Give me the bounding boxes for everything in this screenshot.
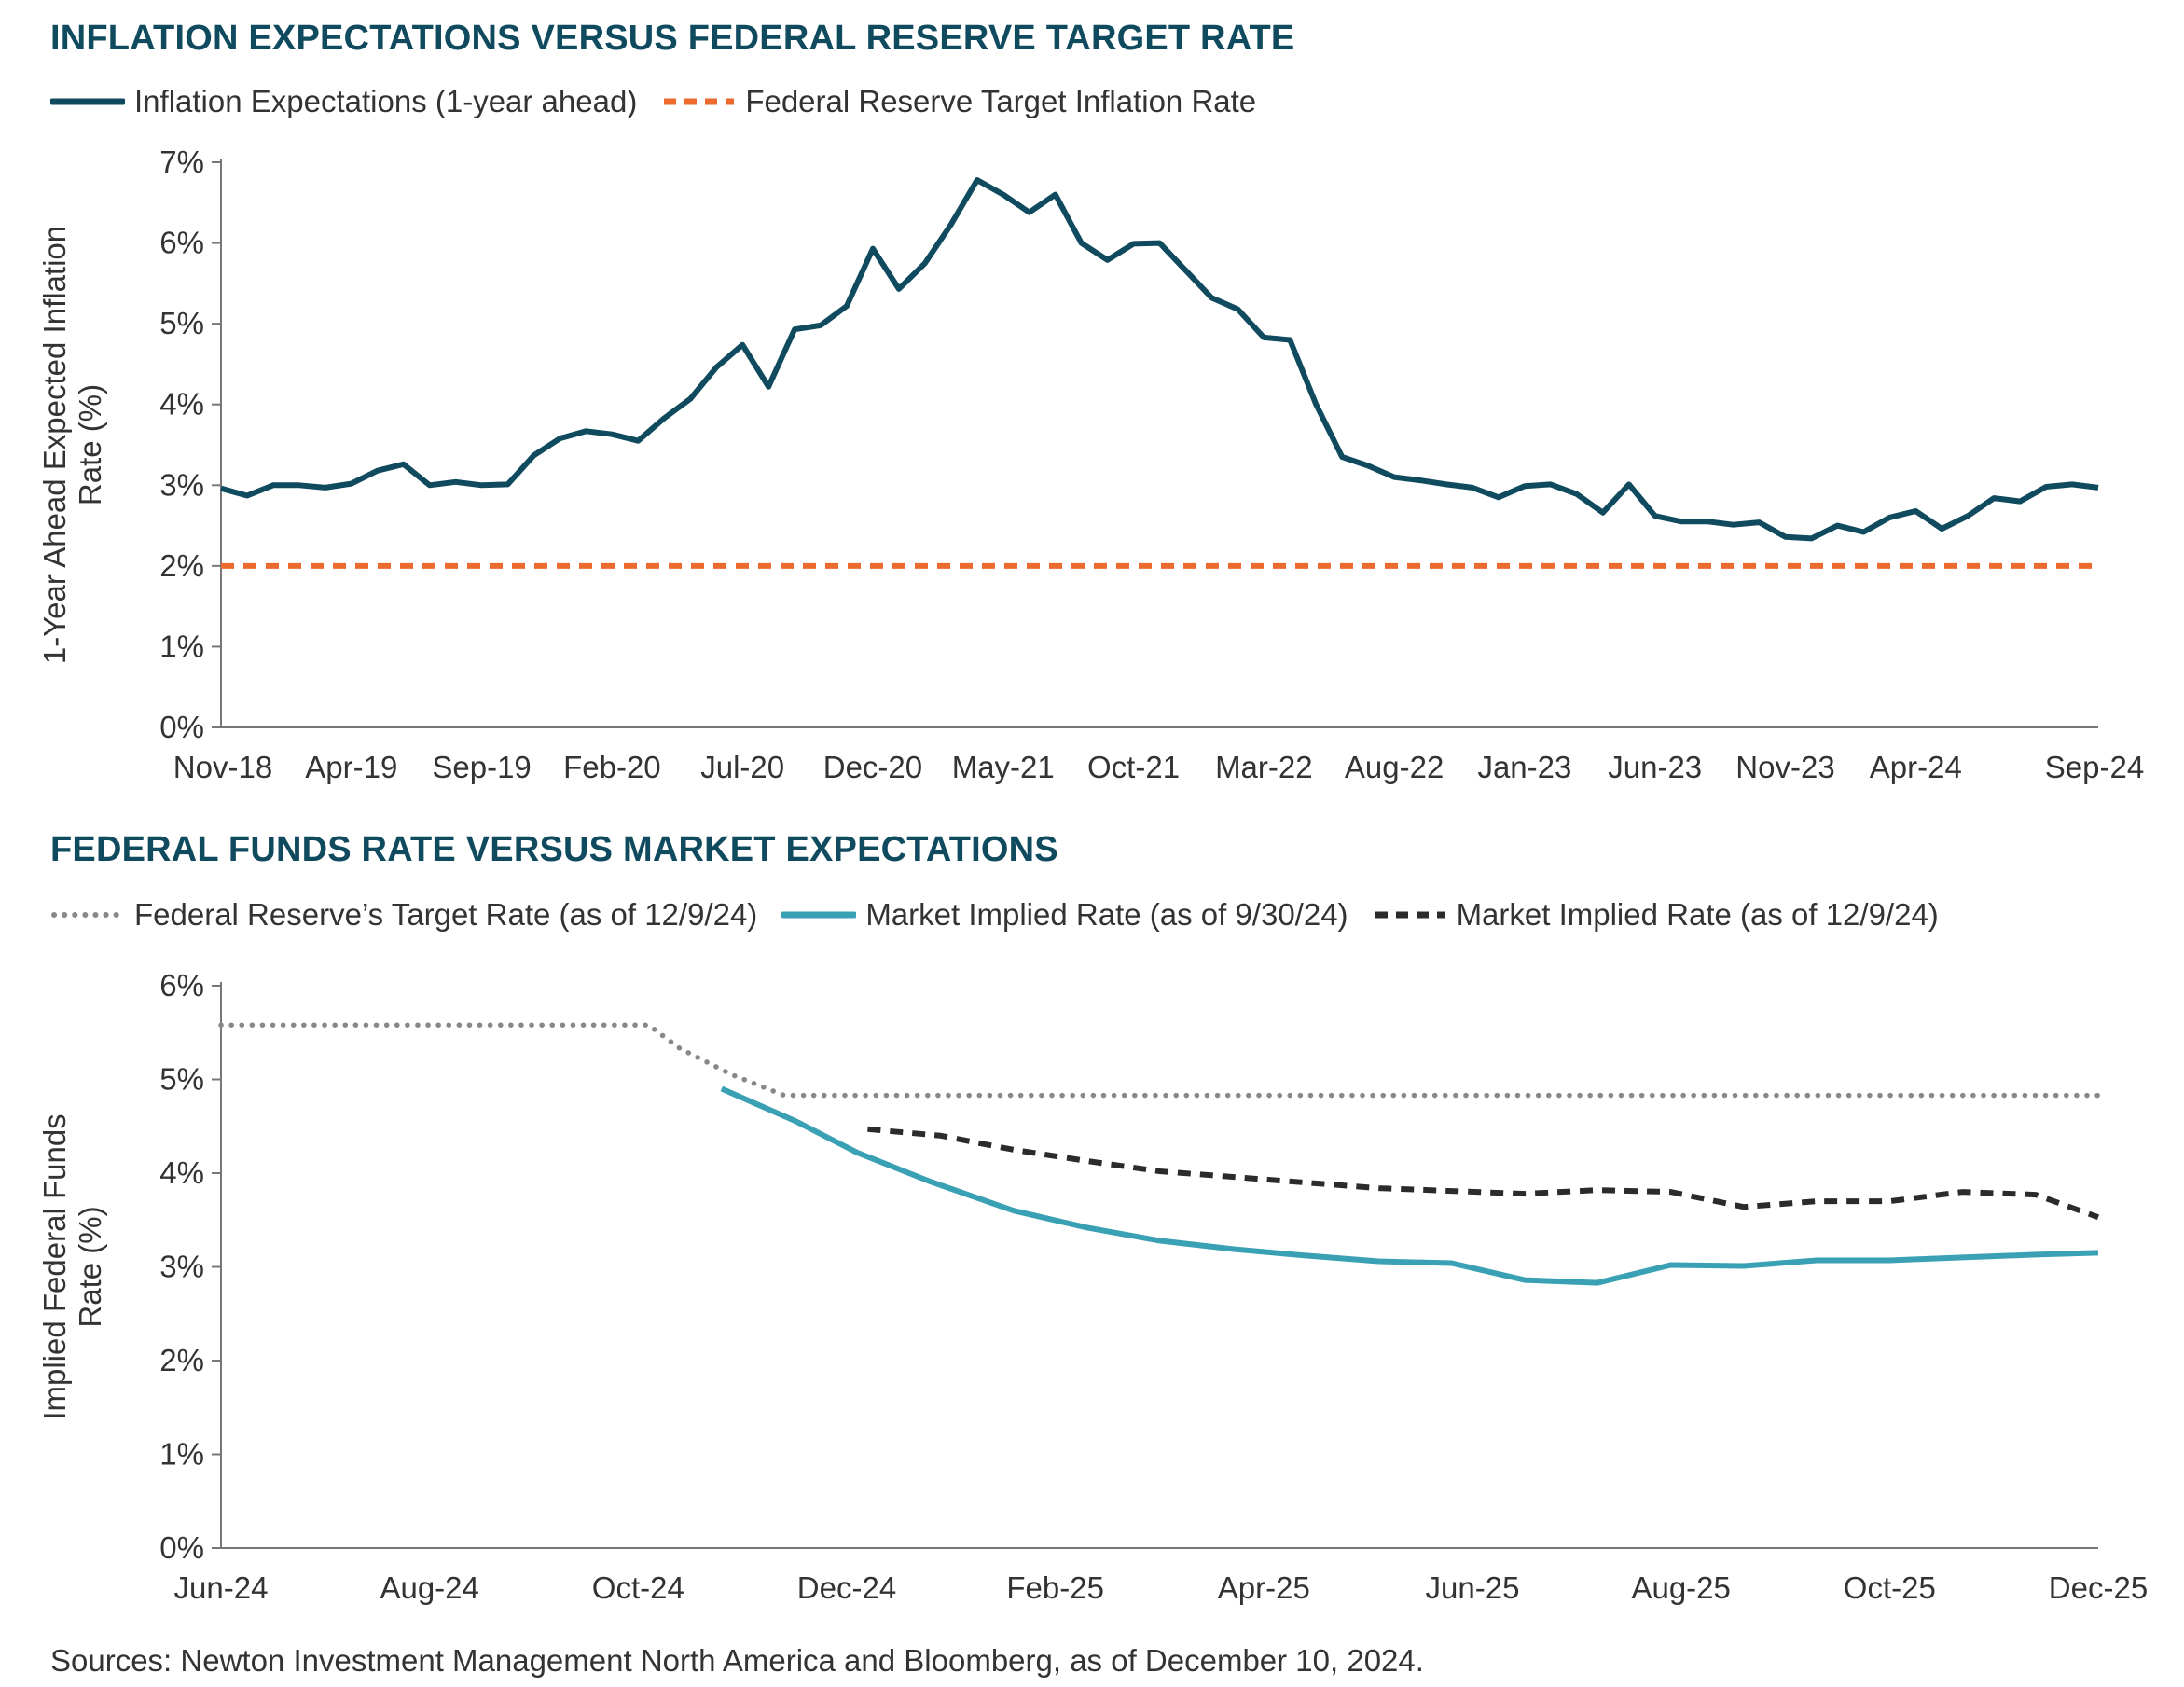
x-tick-label: Jun-23 [1608, 750, 1702, 784]
legend-label: Federal Reserve’s Target Rate (as of 12/… [134, 897, 758, 932]
series-line [720, 1085, 2099, 1286]
y-tick-label: 3% [159, 467, 204, 502]
x-tick-label: Feb-20 [563, 750, 661, 784]
legend-item-market-implied-dec: Market Implied Rate (as of 12/9/24) [1373, 897, 1939, 933]
x-tick-label: Mar-22 [1215, 750, 1313, 784]
y-tick-label: 5% [159, 306, 204, 340]
y-axis-title: 1-Year Ahead Expected InflationRate (%) [37, 226, 107, 664]
x-tick-label: Nov-23 [1735, 750, 1834, 784]
series-line [220, 177, 2099, 542]
y-axis-title-line: Implied Federal Funds [37, 1113, 72, 1419]
x-tick-label: Aug-22 [1345, 750, 1444, 784]
series-line [218, 1022, 2101, 1099]
x-tick-label: Dec-25 [2049, 1570, 2148, 1605]
x-tick-label: Oct-24 [592, 1570, 684, 1605]
y-axis-title-line: 1-Year Ahead Expected Inflation [37, 226, 72, 664]
y-tick-label: 4% [159, 1155, 204, 1190]
y-tick-label: 2% [159, 1343, 204, 1377]
chart1-legend: Inflation Expectations (1-year ahead) Fe… [50, 84, 1280, 119]
x-tick-label: Jan-23 [1477, 750, 1571, 784]
y-tick-label: 1% [159, 1437, 204, 1472]
y-axis-title-line: Rate (%) [73, 384, 107, 505]
legend-label: Market Implied Rate (as of 9/30/24) [865, 897, 1348, 932]
legend-label: Inflation Expectations (1-year ahead) [134, 84, 638, 118]
y-tick-label: 4% [159, 387, 204, 422]
y-tick-label: 5% [159, 1062, 204, 1097]
x-tick-label: Jun-24 [174, 1570, 269, 1605]
legend-item-inflation-expectations: Inflation Expectations (1-year ahead) [50, 84, 637, 119]
x-tick-label: Jul-20 [700, 750, 784, 784]
y-tick-label: 3% [159, 1250, 204, 1284]
solid-line-swatch-icon [50, 98, 125, 105]
chart2-legend: Federal Reserve’s Target Rate (as of 12/… [50, 897, 1963, 933]
y-tick-label: 6% [159, 970, 204, 1003]
x-tick-label: Jun-25 [1426, 1570, 1520, 1605]
series-line [867, 1126, 2100, 1221]
y-tick-label: 0% [159, 710, 204, 744]
x-tick-label: Aug-24 [380, 1570, 478, 1605]
dashed-line-swatch-icon [1375, 911, 1445, 919]
y-tick-label: 7% [159, 145, 204, 179]
x-tick-label: Sep-24 [2045, 750, 2144, 784]
y-axis-title-line: Rate (%) [73, 1206, 107, 1327]
x-tick-label: Oct-25 [1844, 1570, 1936, 1605]
y-tick-label: 2% [159, 548, 204, 583]
x-tick-label: Oct-21 [1087, 750, 1180, 784]
legend-item-market-implied-sep: Market Implied Rate (as of 9/30/24) [781, 897, 1348, 933]
y-tick-label: 6% [159, 226, 204, 260]
x-tick-label: May-21 [952, 750, 1055, 784]
y-tick-label: 0% [159, 1530, 204, 1565]
source-note: Sources: Newton Investment Management No… [50, 1643, 1424, 1678]
chart1-title: INFLATION EXPECTATIONS VERSUS FEDERAL RE… [50, 19, 1295, 58]
y-axis-title: Implied Federal FundsRate (%) [37, 1113, 107, 1419]
chart2-title: FEDERAL FUNDS RATE VERSUS MARKET EXPECTA… [50, 830, 1058, 869]
dotted-line-swatch-icon [51, 912, 125, 918]
x-tick-label: Feb-25 [1006, 1570, 1104, 1605]
y-tick-label: 1% [159, 629, 204, 663]
x-tick-label: Dec-20 [823, 750, 922, 784]
x-tick-label: Nov-18 [173, 750, 272, 784]
inflation-chart: 0% 1% 2% 3% 4% 5% 6% 7% Nov-18 Apr-19 Sep-19 Feb-20… [37, 145, 2144, 784]
legend-item-fed-target-inflation: Federal Reserve Target Inflation Rate [661, 84, 1256, 119]
x-tick-label: Sep-19 [432, 750, 531, 784]
legend-label: Federal Reserve Target Inflation Rate [745, 84, 1257, 118]
solid-line-swatch-icon [781, 911, 857, 919]
legend-item-fed-target-rate: Federal Reserve’s Target Rate (as of 12/… [50, 897, 757, 933]
legend-label: Market Implied Rate (as of 12/9/24) [1456, 897, 1939, 932]
x-tick-label: Apr-24 [1870, 750, 1962, 784]
fed-funds-chart: 0% 1% 2% 3% 4% 5% 6% Jun-24 Aug-24 Oct-24 Dec-24 Fe… [37, 970, 2148, 1605]
x-tick-label: Apr-25 [1218, 1570, 1310, 1605]
dashed-line-swatch-icon [664, 98, 735, 105]
x-tick-label: Aug-25 [1631, 1570, 1730, 1605]
x-tick-label: Apr-19 [305, 750, 397, 784]
x-tick-label: Dec-24 [797, 1570, 896, 1605]
